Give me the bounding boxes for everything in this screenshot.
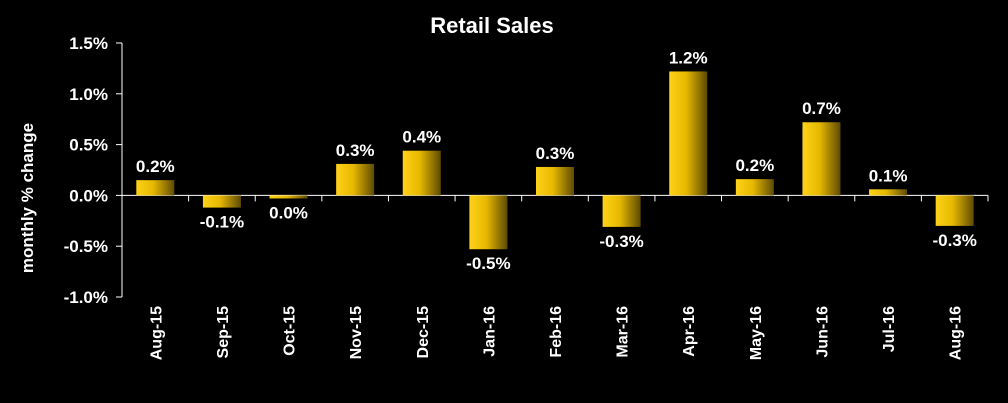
bar-nov-15 [336,163,375,196]
y-axis-ticks: 1.5% 1.0% 0.5% 0.0% -0.5% -1.0% [64,34,122,307]
bar-jun-16 [802,122,841,196]
y-tick-label: 0.0% [69,186,108,205]
y-axis-label: monthly % change [18,123,37,273]
bar-oct-15 [269,195,308,199]
chart-title: Retail Sales [430,13,554,38]
bar-feb-16 [536,166,574,196]
data-labels: 0.2% -0.1% 0.0% 0.3% 0.4% -0.5% 0.3% -0.3% 1.2% 0… [136,48,977,273]
x-tick-label: Dec-15 [415,306,432,359]
data-label: 0.0% [269,203,308,222]
x-tick-label: Jun-16 [814,306,831,358]
x-tick-label: Feb-16 [548,306,565,358]
y-tick-label: -0.5% [64,237,108,256]
data-label: 0.1% [869,166,908,185]
x-tick-label: Jan-16 [481,306,498,357]
data-label: 0.7% [802,99,841,118]
bar-mar-16 [602,195,641,227]
bar-aug-16 [935,195,974,226]
bar-dec-15 [402,150,441,196]
data-label: 0.3% [336,141,375,160]
data-label: -0.3% [599,232,643,251]
data-label: -0.1% [200,213,244,232]
bar-apr-16 [669,71,708,196]
data-label: -0.5% [466,254,510,273]
data-label: 0.2% [735,156,774,175]
x-tick-label: Aug-15 [148,306,165,360]
bars [136,71,974,250]
bar-aug-15 [136,180,175,196]
data-label: 0.4% [402,128,441,147]
x-tick-label: Apr-16 [681,306,698,357]
data-label: -0.3% [932,231,976,250]
y-tick-label: 0.5% [69,136,108,155]
data-label: 0.3% [536,144,575,163]
x-tick-label: Sep-15 [215,306,232,359]
bar-sep-15 [202,195,241,208]
bar-jan-16 [469,195,508,250]
x-tick-label: Oct-15 [282,306,299,356]
x-tick-label: Nov-15 [348,306,365,359]
data-label: 0.2% [136,157,175,176]
y-tick-label: 1.5% [69,34,108,53]
bar-may-16 [735,179,774,196]
bar-jul-16 [869,189,908,196]
x-tick-label: Aug-16 [948,306,965,360]
y-tick-label: 1.0% [69,85,108,104]
x-tick-label: Mar-16 [615,306,632,358]
data-label: 1.2% [669,48,708,67]
y-tick-label: -1.0% [64,288,108,307]
x-axis-ticks: Aug-15 Sep-15 Oct-15 Nov-15 Dec-15 Jan-16 Feb-… [148,306,964,360]
x-tick-label: Jul-16 [881,306,898,352]
x-tick-label: May-16 [748,306,765,360]
